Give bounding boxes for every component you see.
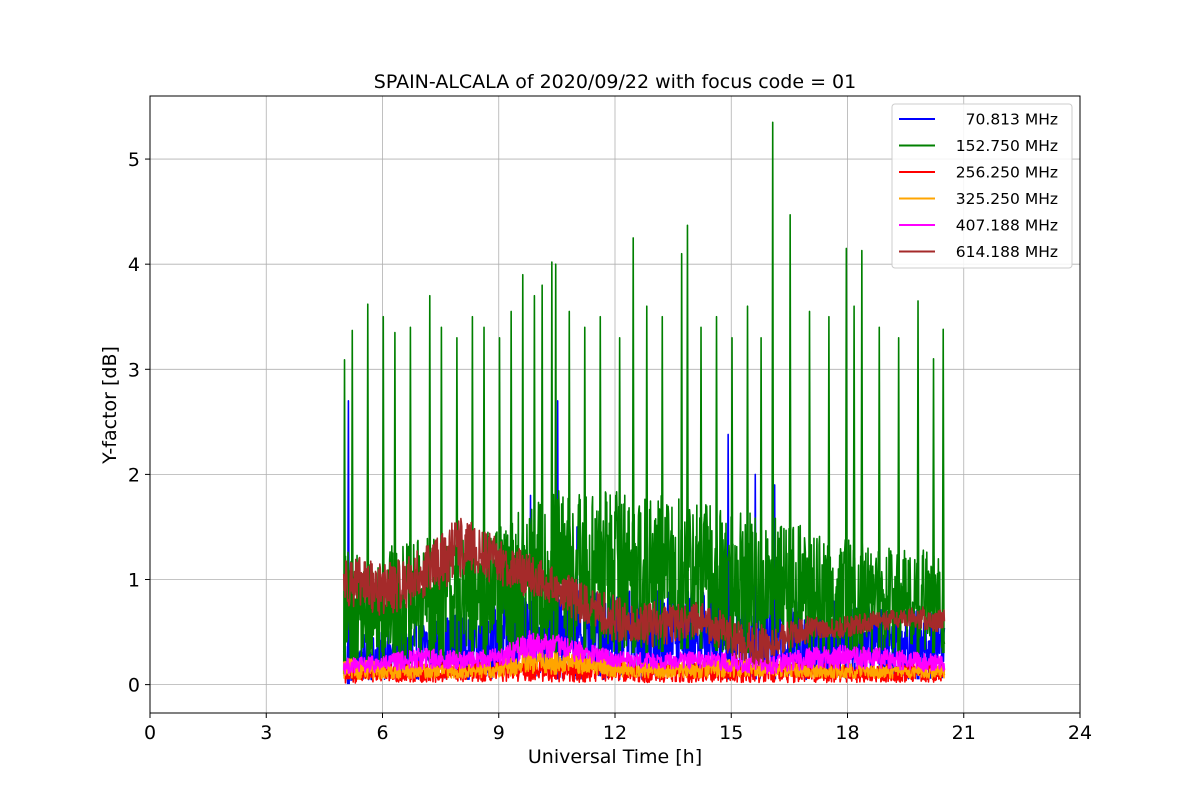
x-axis-label: Universal Time [h]	[528, 746, 702, 768]
y-axis-ticks: 0 1 2 3 4 5	[128, 149, 150, 697]
legend-label: 256.250 MHz	[956, 164, 1058, 182]
x-tick-label: 12	[603, 722, 627, 744]
series-line	[342, 630, 946, 675]
y-tick-label: 0	[128, 675, 140, 697]
legend-label: 614.188 MHz	[956, 243, 1058, 261]
legend-label: 70.813 MHz	[966, 111, 1058, 129]
series-line	[342, 517, 946, 666]
y-tick-label: 2	[128, 464, 140, 486]
legend-label: 407.188 MHz	[956, 217, 1058, 235]
x-tick-label: 6	[376, 722, 388, 744]
legend-label: 325.250 MHz	[956, 190, 1058, 208]
legend-label: 152.750 MHz	[956, 137, 1058, 155]
y-tick-label: 1	[128, 570, 140, 592]
x-tick-label: 18	[835, 722, 859, 744]
y-tick-label: 3	[128, 359, 140, 381]
legend: 70.813 MHz 152.750 MHz 256.250 MHz 325.250 …	[891, 103, 1073, 269]
legend-box	[891, 103, 1073, 269]
x-tick-label: 0	[144, 722, 156, 744]
x-tick-label: 15	[719, 722, 743, 744]
y-tick-label: 4	[128, 254, 140, 276]
chart-title: SPAIN-ALCALA of 2020/09/22 with focus co…	[374, 71, 856, 93]
x-axis-ticks: 0 3 6 9 12 15 18 21 24	[144, 713, 1092, 744]
x-tick-label: 24	[1068, 722, 1092, 744]
y-tick-label: 5	[128, 149, 140, 171]
y-axis-label: Y-factor [dB]	[99, 346, 121, 465]
x-tick-label: 3	[260, 722, 272, 744]
plot-area	[342, 121, 946, 685]
x-tick-label: 21	[952, 722, 976, 744]
series-line	[342, 647, 946, 681]
x-tick-label: 9	[493, 722, 505, 744]
